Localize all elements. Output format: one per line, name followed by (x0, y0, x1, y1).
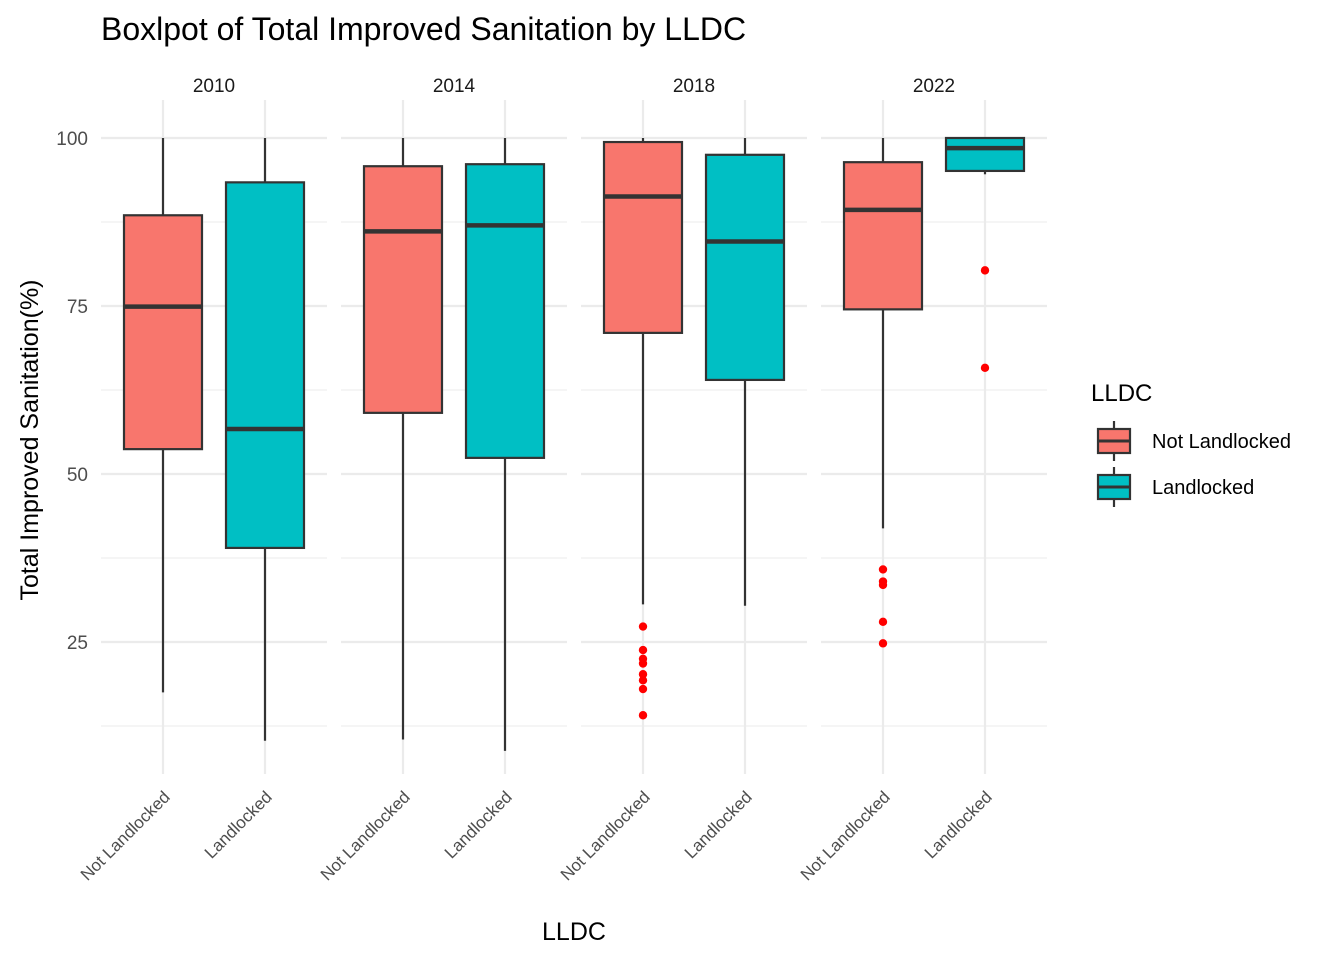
y-tick-label: 25 (67, 633, 88, 654)
outlier-point (638, 622, 648, 631)
y-tick-label: 50 (67, 465, 88, 486)
box-landlocked (704, 138, 786, 606)
x-axis-title: LLDC (542, 918, 606, 946)
x-tick-label: Not Landlocked (797, 787, 894, 884)
box-iqr (842, 161, 924, 311)
legend-title: LLDC (1091, 380, 1152, 407)
box-iqr (362, 165, 444, 414)
outlier-point (878, 639, 888, 648)
facet-panel-2022: 2022 Not Landlocked Landlocked (797, 76, 1047, 884)
facet-strip-label: 2014 (433, 76, 476, 97)
box-not-landlocked (602, 138, 684, 720)
facet-strip-label: 2022 (913, 76, 955, 97)
box-landlocked (224, 138, 306, 741)
facet-panel-2014: 2014 Not Landlocked Landlocked (317, 76, 567, 884)
facet-panels: 2010 Not Landlocked Landlocked 2014 Not Land… (77, 76, 1047, 884)
box-landlocked (944, 136, 1026, 373)
box-iqr (704, 153, 786, 382)
x-tick-label: Not Landlocked (77, 787, 174, 884)
box-not-landlocked (842, 138, 924, 648)
box-landlocked (464, 138, 546, 751)
x-tick-label: Not Landlocked (317, 787, 414, 884)
facet-strip-label: 2018 (673, 76, 715, 97)
legend-item: Landlocked (1096, 467, 1254, 507)
outlier-point (980, 266, 990, 275)
box-iqr (944, 136, 1026, 173)
legend-label: Not Landlocked (1152, 431, 1291, 453)
outlier-point (638, 711, 648, 720)
legend-item: Not Landlocked (1096, 421, 1291, 461)
box-not-landlocked (362, 138, 444, 740)
x-tick-label: Landlocked (441, 787, 516, 862)
x-tick-label: Landlocked (201, 787, 276, 862)
box-iqr (122, 214, 204, 451)
chart-title: Boxlpot of Total Improved Sanitation by … (101, 11, 746, 47)
outlier-point (638, 659, 648, 668)
outlier-point (980, 363, 990, 373)
x-tick-label: Landlocked (921, 787, 996, 862)
outlier-point (878, 617, 888, 627)
outlier-point (638, 676, 648, 685)
legend: LLDC Not Landlocked Landlocked (1091, 380, 1291, 507)
box-iqr (224, 181, 306, 550)
y-axis-ticks: 25 50 75 100 (56, 129, 88, 654)
outlier-point (878, 580, 888, 590)
outlier-point (638, 645, 648, 655)
facet-strip-label: 2010 (193, 76, 235, 97)
y-axis-title: Total Improved Sanitation(%) (16, 280, 44, 601)
box-iqr (602, 140, 684, 334)
outlier-point (878, 565, 888, 574)
y-tick-label: 100 (56, 129, 88, 150)
legend-label: Landlocked (1152, 477, 1254, 499)
facet-panel-2018: 2018 Not Landlocked Landlocked (557, 76, 807, 884)
x-tick-label: Not Landlocked (557, 787, 654, 884)
outlier-point (638, 670, 648, 679)
y-tick-label: 75 (67, 297, 88, 318)
outlier-point (638, 684, 648, 694)
box-iqr (464, 163, 546, 459)
facet-panel-2010: 2010 Not Landlocked Landlocked (77, 76, 327, 884)
x-tick-label: Landlocked (681, 787, 756, 862)
box-not-landlocked (122, 138, 204, 693)
